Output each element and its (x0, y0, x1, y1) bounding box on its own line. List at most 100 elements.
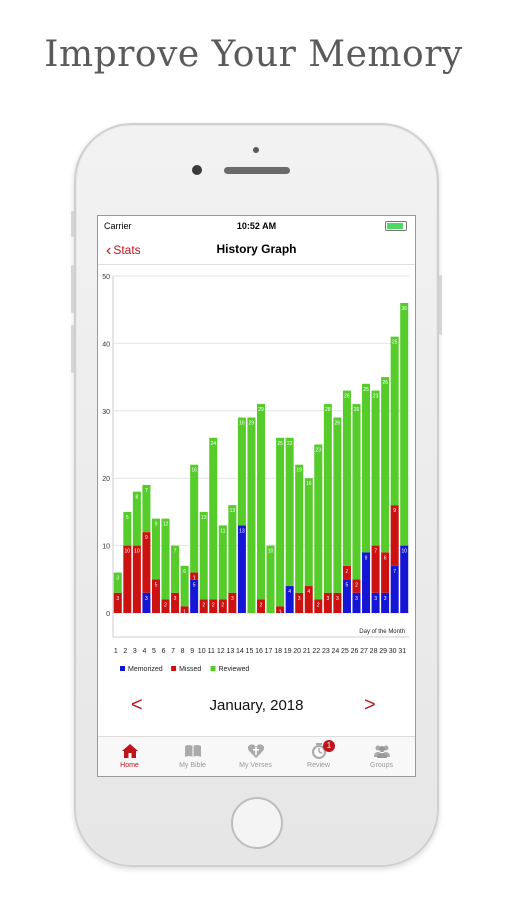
tab-home[interactable]: Home (98, 737, 161, 776)
bar-value-label: 10 (134, 549, 140, 555)
bar-value-label: 9 (393, 508, 396, 514)
x-tick-label: 3 (133, 648, 137, 655)
bar-value-label: 2 (317, 603, 320, 609)
bar-memorized-day-30 (390, 565, 399, 613)
bar-value-label: 10 (268, 549, 274, 555)
carrier-label: Carrier (104, 221, 132, 231)
app-screen: Carrier 10:52 AM ‹ Stats History Graph 0 1… (97, 215, 416, 777)
x-tick-label: 8 (181, 648, 185, 655)
bar-reviewed-day-29 (381, 377, 390, 553)
x-tick-label: 23 (322, 648, 330, 655)
bar-value-label: 6 (384, 555, 387, 561)
back-button[interactable]: ‹ Stats (106, 241, 141, 259)
x-tick-label: 12 (217, 648, 225, 655)
review-badge: 1 (323, 740, 335, 752)
volume-up-button (71, 265, 74, 313)
tab-home-label: Home (120, 762, 139, 769)
tab-groups[interactable]: Groups (350, 737, 413, 776)
bar-missed-day-9 (190, 572, 199, 580)
bar-value-label: 13 (230, 508, 236, 514)
bar-missed-day-26 (352, 579, 361, 593)
bar-memorized-day-28 (371, 592, 380, 613)
bar-reviewed-day-20 (295, 464, 304, 593)
x-tick-label: 21 (303, 648, 311, 655)
bar-reviewed-day-31 (400, 302, 409, 546)
bar-value-label: 2 (202, 603, 205, 609)
bar-reviewed-day-7 (171, 545, 180, 593)
y-tick-label: 0 (106, 611, 110, 618)
bar-value-label: 3 (384, 596, 387, 602)
history-bar-chart: 0102030405033110521083397459521263771685… (102, 274, 409, 673)
power-button (439, 275, 442, 335)
x-tick-label: 11 (208, 648, 215, 655)
bar-value-label: 3 (374, 596, 377, 602)
bar-missed-day-11 (209, 599, 218, 613)
bar-value-label: 4 (307, 589, 310, 595)
bar-reviewed-day-24 (333, 417, 342, 593)
x-axis-title: Day of the Month (359, 629, 405, 635)
x-tick-label: 17 (265, 648, 273, 655)
bar-value-label: 5 (346, 582, 349, 588)
home-button[interactable] (231, 797, 283, 849)
bar-value-label: 5 (193, 582, 196, 588)
x-tick-label: 7 (171, 648, 175, 655)
phone-frame: Carrier 10:52 AM ‹ Stats History Graph 0 1… (71, 123, 442, 867)
bar-missed-day-25 (342, 565, 351, 580)
next-month-button[interactable]: > (364, 694, 376, 716)
bar-value-label: 16 (191, 468, 197, 474)
home-icon (121, 744, 138, 758)
status-bar: Carrier 10:52 AM (98, 216, 415, 234)
bar-value-label: 3 (174, 596, 177, 602)
tab-review[interactable]: 1 Review (287, 737, 350, 776)
legend-label-reviewed: Reviewed (219, 666, 250, 673)
tab-my-bible[interactable]: My Bible (161, 737, 224, 776)
x-tick-label: 1 (114, 648, 118, 655)
legend-swatch-reviewed (210, 666, 216, 671)
bar-missed-day-8 (180, 606, 189, 613)
bar-missed-day-3 (132, 545, 141, 613)
bar-value-label: 12 (163, 522, 169, 528)
bar-reviewed-day-18 (276, 437, 285, 607)
x-tick-label: 6 (162, 648, 166, 655)
x-tick-label: 28 (370, 648, 378, 655)
bar-missed-day-18 (276, 606, 285, 613)
headline: Improve Your Memory (44, 34, 463, 75)
bar-value-label: 26 (354, 407, 360, 413)
groups-icon (373, 745, 390, 758)
x-tick-label: 29 (379, 648, 387, 655)
bar-value-label: 3 (116, 596, 119, 602)
x-tick-label: 13 (226, 648, 234, 655)
x-tick-label: 31 (398, 648, 406, 655)
bar-reviewed-day-21 (304, 478, 313, 587)
bar-reviewed-day-6 (161, 518, 170, 600)
bar-reviewed-day-14 (237, 417, 246, 526)
bar-missed-day-2 (123, 545, 132, 613)
legend-swatch-memorized (120, 666, 125, 671)
bar-value-label: 2 (355, 582, 358, 588)
previous-month-button[interactable]: < (131, 694, 143, 716)
bar-reviewed-day-28 (371, 390, 380, 546)
bar-missed-day-7 (171, 592, 180, 613)
bar-memorized-day-14 (237, 525, 246, 613)
tab-my-verses[interactable]: My Verses (224, 737, 287, 776)
bar-memorized-day-25 (342, 579, 351, 613)
bar-value-label: 4 (288, 589, 291, 595)
chevron-left-icon: ‹ (106, 242, 112, 259)
bar-memorized-day-29 (381, 592, 390, 613)
bar-value-label: 26 (344, 394, 350, 400)
bar-reviewed-day-8 (180, 565, 189, 607)
bar-missed-day-28 (371, 545, 380, 593)
bar-reviewed-day-27 (362, 383, 371, 553)
bar-value-label: 9 (365, 555, 368, 561)
bar-value-label: 3 (116, 576, 119, 582)
bar-value-label: 2 (164, 603, 167, 609)
tab-review-label: Review (307, 762, 330, 769)
bar-value-label: 8 (135, 495, 138, 501)
bar-value-label: 10 (401, 549, 407, 555)
bar-reviewed-day-3 (132, 491, 141, 546)
bar-missed-day-5 (151, 579, 160, 613)
y-tick-label: 40 (102, 341, 110, 348)
x-tick-label: 18 (274, 648, 282, 655)
tab-my-verses-label: My Verses (239, 762, 272, 769)
bar-reviewed-day-17 (266, 545, 275, 613)
